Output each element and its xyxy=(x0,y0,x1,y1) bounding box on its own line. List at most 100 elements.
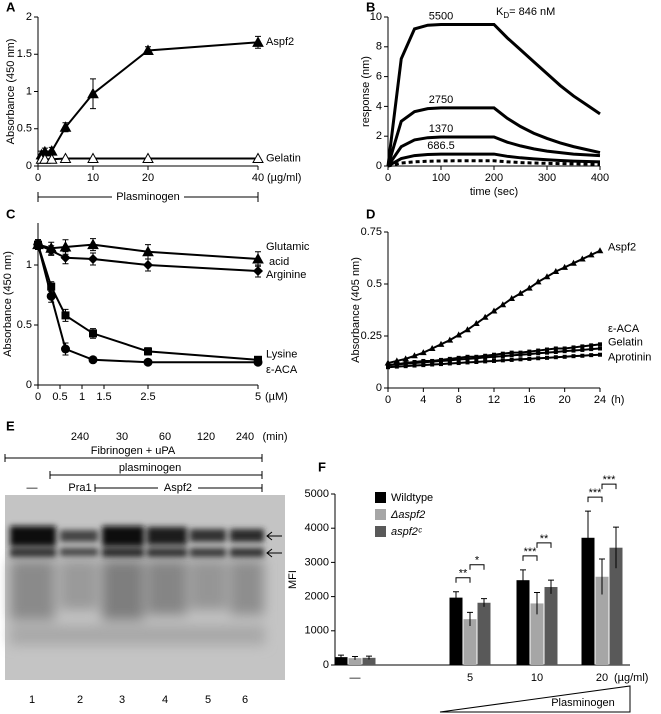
marker xyxy=(60,252,71,263)
marker xyxy=(464,326,471,333)
marker xyxy=(386,365,390,370)
panel-label: D xyxy=(366,206,375,221)
x-unit: (µg/ml) xyxy=(267,172,301,184)
marker xyxy=(455,331,463,338)
legend-swatch xyxy=(375,526,386,537)
series-label: 686.5 xyxy=(427,140,455,152)
marker xyxy=(437,340,445,347)
bar xyxy=(609,547,623,665)
marker xyxy=(527,356,532,361)
marker xyxy=(456,361,461,366)
marker xyxy=(509,350,514,355)
marker xyxy=(421,363,426,368)
error-bar xyxy=(613,526,619,569)
y-tick-label: 4000 xyxy=(305,522,329,534)
bracket xyxy=(4,454,263,462)
x-tick-label: 300 xyxy=(538,172,556,184)
x-axis-label: time (sec) xyxy=(470,186,518,198)
lane-number: 3 xyxy=(119,694,125,706)
series-line xyxy=(387,152,601,168)
series-label: Glutamic acid xyxy=(266,241,310,268)
lane-number: 4 xyxy=(162,694,168,706)
bracket xyxy=(37,192,259,202)
y-tick-label: 2 xyxy=(26,11,32,23)
marker xyxy=(499,301,507,308)
x-tick-label: 8 xyxy=(456,394,462,406)
marker xyxy=(447,361,452,366)
marker xyxy=(394,364,399,369)
bar xyxy=(449,597,463,665)
series-label: Arginine xyxy=(266,269,306,281)
bar xyxy=(463,619,477,665)
marker xyxy=(412,363,417,368)
marker xyxy=(402,355,410,362)
x-tick-label: 200 xyxy=(485,172,503,184)
gel-smear xyxy=(10,560,265,645)
marker xyxy=(142,44,154,56)
bar xyxy=(544,587,558,665)
marker xyxy=(500,354,505,359)
y-tick-label: 0 xyxy=(376,382,382,394)
x-annotation: Plasminogen xyxy=(116,191,180,203)
marker xyxy=(465,356,470,361)
y-tick-label: 2000 xyxy=(305,591,329,603)
annotation: KD= 846 nM xyxy=(496,6,555,20)
marker xyxy=(430,359,435,364)
marker xyxy=(500,351,505,356)
y-tick-label: 0 xyxy=(323,659,329,671)
series-label: Aspf2 xyxy=(608,242,636,254)
y-tick-label: 3000 xyxy=(305,556,329,568)
marker xyxy=(534,278,542,285)
series-line xyxy=(40,41,259,156)
marker xyxy=(143,260,153,270)
marker xyxy=(562,346,567,351)
error-bar xyxy=(585,510,591,565)
error-bar xyxy=(366,655,372,660)
marker xyxy=(553,350,558,355)
x-tick-label: 0 xyxy=(385,172,391,184)
marker xyxy=(483,359,488,364)
y-axis-label: Absorbance (405 nm) xyxy=(350,257,362,363)
marker xyxy=(536,356,541,361)
marker xyxy=(403,364,408,369)
y-tick-label: 10 xyxy=(370,11,382,23)
marker xyxy=(492,354,496,359)
legend-swatch xyxy=(375,509,386,520)
marker xyxy=(61,311,70,320)
marker xyxy=(447,358,452,363)
series-label: Gelatin xyxy=(608,336,643,348)
condition-label: Fibrinogen + uPA xyxy=(91,445,176,457)
panel-label: F xyxy=(318,459,326,474)
marker xyxy=(500,358,505,363)
marker xyxy=(253,357,263,367)
marker xyxy=(508,295,516,302)
panel-label: B xyxy=(366,0,375,14)
y-tick-label: 1000 xyxy=(305,625,329,637)
series-label: Lysine xyxy=(266,349,297,361)
series-label: ε-ACA xyxy=(608,323,640,335)
gel-panel: E 240 30 60 120 240 (min) Fibrinogen + u… xyxy=(4,418,288,706)
band-arrow xyxy=(266,531,282,558)
y-tick-label: 0 xyxy=(26,379,32,391)
marker xyxy=(45,153,58,164)
significance-label: ** xyxy=(459,568,468,580)
x-tick-label: 0 xyxy=(385,394,391,406)
marker xyxy=(465,360,470,365)
significance-bracket xyxy=(601,483,617,490)
error-bar xyxy=(520,569,526,591)
y-tick-label: 6 xyxy=(376,71,382,83)
x-tick-label: — xyxy=(350,672,361,684)
marker xyxy=(580,347,585,352)
legend-label: aspf2ᶜ xyxy=(391,526,423,538)
bar xyxy=(530,603,544,665)
series-line xyxy=(386,106,601,167)
x-tick-label: 5 xyxy=(255,391,261,403)
series-label: Gelatin xyxy=(266,152,301,164)
lane-group-label: Pra1 xyxy=(68,482,91,494)
marker xyxy=(89,329,97,338)
condition-label: plasminogen xyxy=(119,462,181,474)
y-tick-label: 0.25 xyxy=(361,330,382,342)
marker xyxy=(439,358,443,363)
marker xyxy=(562,349,567,354)
legend-label: Δaspf2 xyxy=(390,509,425,521)
